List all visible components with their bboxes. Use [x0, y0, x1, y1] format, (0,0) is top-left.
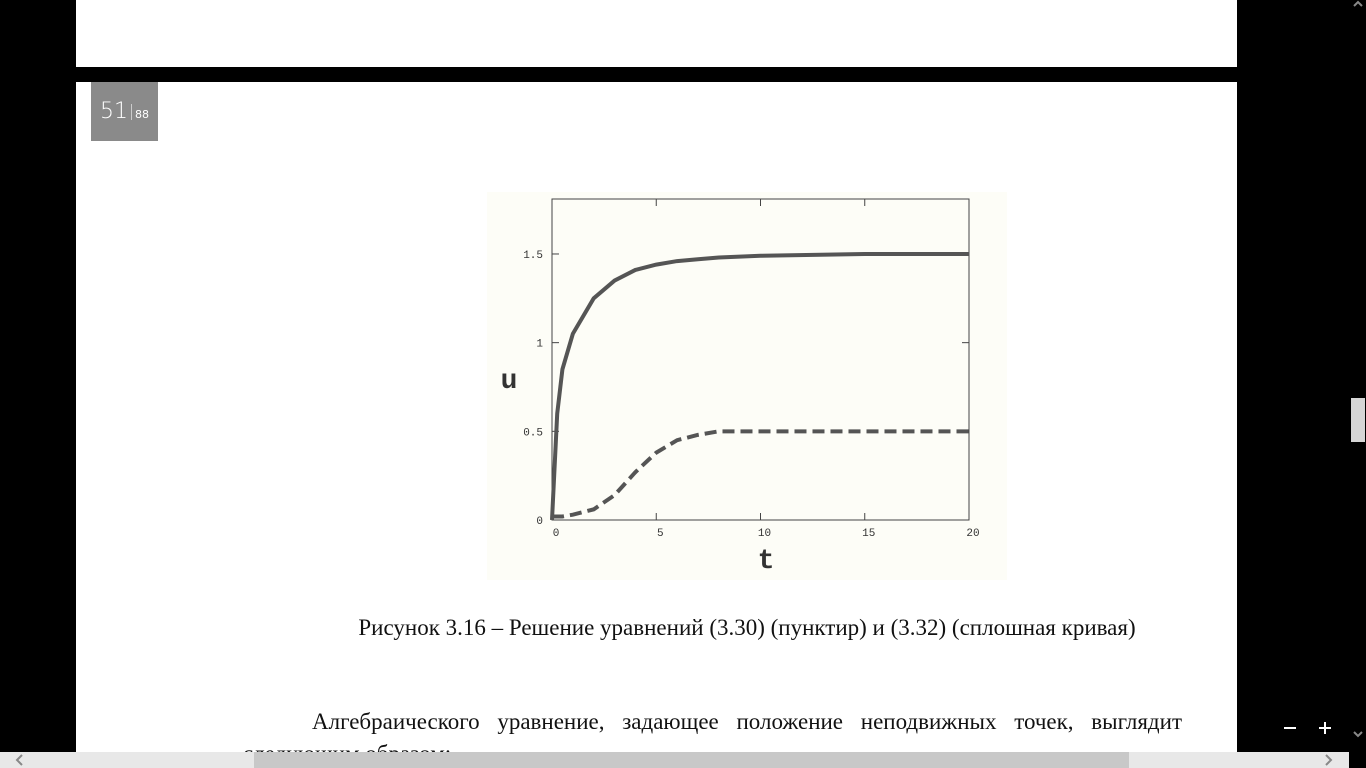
x-tick-label: 15 [862, 528, 875, 540]
page-counter: 51 88 [91, 82, 158, 141]
previous-page [76, 0, 1237, 67]
x-axis-label: t [758, 546, 775, 577]
chart: 0 0.5 1 1.5 0 5 10 15 20 u t [487, 192, 1007, 580]
x-tick-label: 0 [553, 528, 560, 540]
x-tick-label: 5 [657, 528, 664, 540]
x-tick-label: 20 [966, 528, 979, 540]
vertical-scrollbar[interactable] [1349, 0, 1366, 768]
line-series [552, 429, 969, 519]
current-page: 51 [100, 99, 128, 124]
figure-caption: Рисунок 3.16 – Решение уравнений (3.30) … [358, 615, 1136, 640]
y-tick-label: 0.5 [523, 427, 543, 439]
total-pages: 88 [135, 108, 149, 121]
line-series [550, 251, 969, 521]
document-page: 51 88 0 0.5 1 1.5 0 5 10 15 20 u t Рисунок 3.16 – … [76, 82, 1237, 768]
chart-background [487, 192, 1007, 580]
x-tick-label: 10 [758, 528, 771, 540]
y-tick-label: 0 [536, 516, 543, 528]
separator [131, 103, 132, 120]
y-tick-label: 1 [536, 339, 543, 351]
horizontal-thumb[interactable] [254, 752, 1129, 768]
scroll-thumb[interactable] [1351, 398, 1365, 442]
y-axis-label: u [501, 366, 518, 397]
y-tick-label: 1.5 [523, 250, 543, 262]
